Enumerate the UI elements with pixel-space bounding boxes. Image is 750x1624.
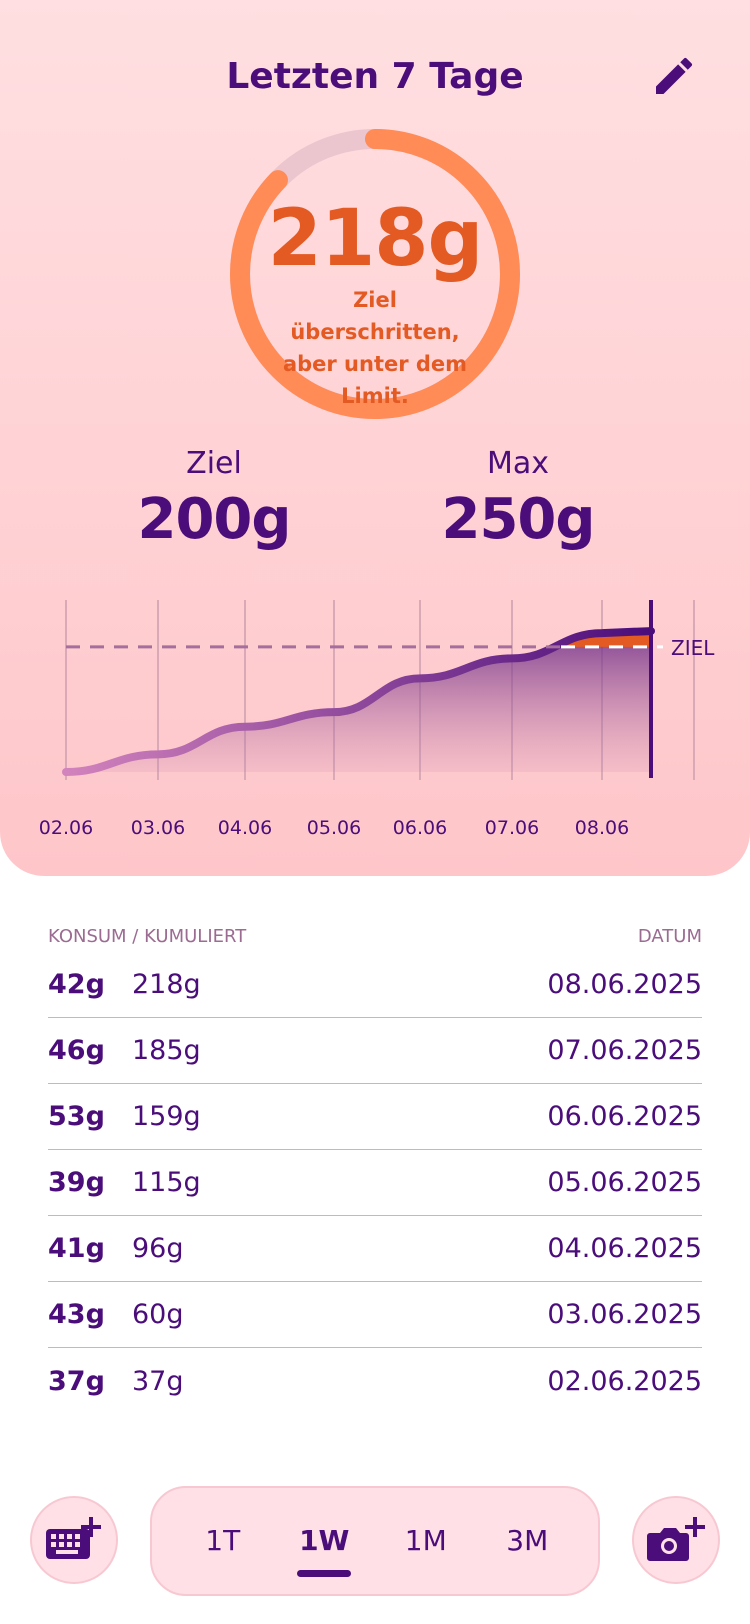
manual-entry-button[interactable] bbox=[30, 1496, 118, 1584]
total-value: 218g bbox=[267, 194, 484, 284]
page-title: Letzten 7 Tage bbox=[226, 56, 524, 97]
progress-ring: 218g Ziel überschritten, aber unter dem … bbox=[225, 124, 525, 424]
row-datum: 07.06.2025 bbox=[547, 1035, 702, 1066]
max-stat: Max 250g bbox=[398, 446, 638, 552]
row-datum: 04.06.2025 bbox=[547, 1233, 702, 1264]
keyboard-add-icon bbox=[46, 1517, 101, 1559]
row-kumuliert: 115g bbox=[132, 1167, 201, 1198]
row-kumuliert: 60g bbox=[132, 1299, 184, 1330]
pencil-icon bbox=[656, 57, 693, 94]
row-datum: 05.06.2025 bbox=[547, 1167, 702, 1198]
edit-button[interactable] bbox=[646, 48, 702, 104]
row-kumuliert: 96g bbox=[132, 1233, 184, 1264]
row-konsum: 43g bbox=[48, 1299, 105, 1330]
row-kumuliert: 37g bbox=[132, 1365, 184, 1397]
row-datum: 02.06.2025 bbox=[547, 1365, 702, 1397]
goal-label: Ziel bbox=[186, 446, 242, 481]
x-tick-label: 05.06 bbox=[307, 817, 361, 839]
row-konsum: 39g bbox=[48, 1167, 105, 1198]
range-1m[interactable]: 1M bbox=[404, 1524, 447, 1557]
range-3m[interactable]: 3M bbox=[506, 1524, 549, 1557]
summary-panel: Letzten 7 Tage 218g Ziel überschritten, … bbox=[0, 0, 750, 876]
range-1t[interactable]: 1T bbox=[205, 1524, 241, 1557]
goal-stat: Ziel 200g bbox=[94, 446, 334, 552]
row-datum: 08.06.2025 bbox=[547, 969, 702, 1000]
row-konsum: 42g bbox=[48, 969, 105, 1000]
table-row[interactable]: 42g 218g 08.06.2025 bbox=[48, 952, 702, 1018]
row-konsum: 41g bbox=[48, 1233, 105, 1264]
camera-entry-button[interactable] bbox=[632, 1496, 720, 1584]
table-row[interactable]: 43g 60g 03.06.2025 bbox=[48, 1282, 702, 1348]
row-kumuliert: 185g bbox=[132, 1035, 201, 1066]
x-tick-label: 04.06 bbox=[218, 817, 272, 839]
range-selector: 1T 1W 1M 3M bbox=[150, 1486, 600, 1596]
table-row[interactable]: 53g 159g 06.06.2025 bbox=[48, 1084, 702, 1150]
consumption-chart: ZIEL 02.06 03.06 04.06 05.06 06.06 07.06 08.06 bbox=[39, 600, 715, 839]
max-value: 250g bbox=[441, 487, 596, 552]
row-datum: 03.06.2025 bbox=[547, 1299, 702, 1330]
range-1w[interactable]: 1W bbox=[279, 1511, 369, 1577]
row-datum: 06.06.2025 bbox=[547, 1101, 702, 1132]
x-tick-label: 08.06 bbox=[575, 817, 629, 839]
camera-add-icon bbox=[647, 1517, 705, 1561]
max-label: Max bbox=[486, 446, 550, 481]
row-kumuliert: 159g bbox=[132, 1101, 201, 1132]
header-datum: DATUM bbox=[637, 925, 702, 947]
x-tick-label: 02.06 bbox=[39, 817, 93, 839]
series-line bbox=[62, 627, 655, 776]
table-row[interactable]: 46g 185g 07.06.2025 bbox=[48, 1018, 702, 1084]
goal-value: 200g bbox=[137, 487, 292, 552]
header-konsum: KONSUM / KUMULIERT bbox=[48, 925, 247, 947]
row-konsum: 46g bbox=[48, 1035, 105, 1066]
consumption-table: KONSUM / KUMULIERT DATUM 42g 218g 08.06.20… bbox=[48, 920, 702, 1414]
status-message: Ziel überschritten, aber unter dem Limit… bbox=[282, 288, 468, 408]
row-konsum: 53g bbox=[48, 1101, 105, 1132]
x-tick-label: 07.06 bbox=[485, 817, 539, 839]
goal-line-label: ZIEL bbox=[671, 636, 715, 660]
ring-progress bbox=[230, 129, 520, 419]
table-row[interactable]: 39g 115g 05.06.2025 bbox=[48, 1150, 702, 1216]
x-tick-label: 06.06 bbox=[393, 817, 447, 839]
row-konsum: 37g bbox=[48, 1365, 105, 1397]
table-row[interactable]: 41g 96g 04.06.2025 bbox=[48, 1216, 702, 1282]
table-header: KONSUM / KUMULIERT DATUM bbox=[48, 920, 702, 952]
table-row[interactable]: 37g 37g 02.06.2025 bbox=[48, 1348, 702, 1414]
row-kumuliert: 218g bbox=[132, 969, 201, 1000]
x-tick-label: 03.06 bbox=[131, 817, 185, 839]
